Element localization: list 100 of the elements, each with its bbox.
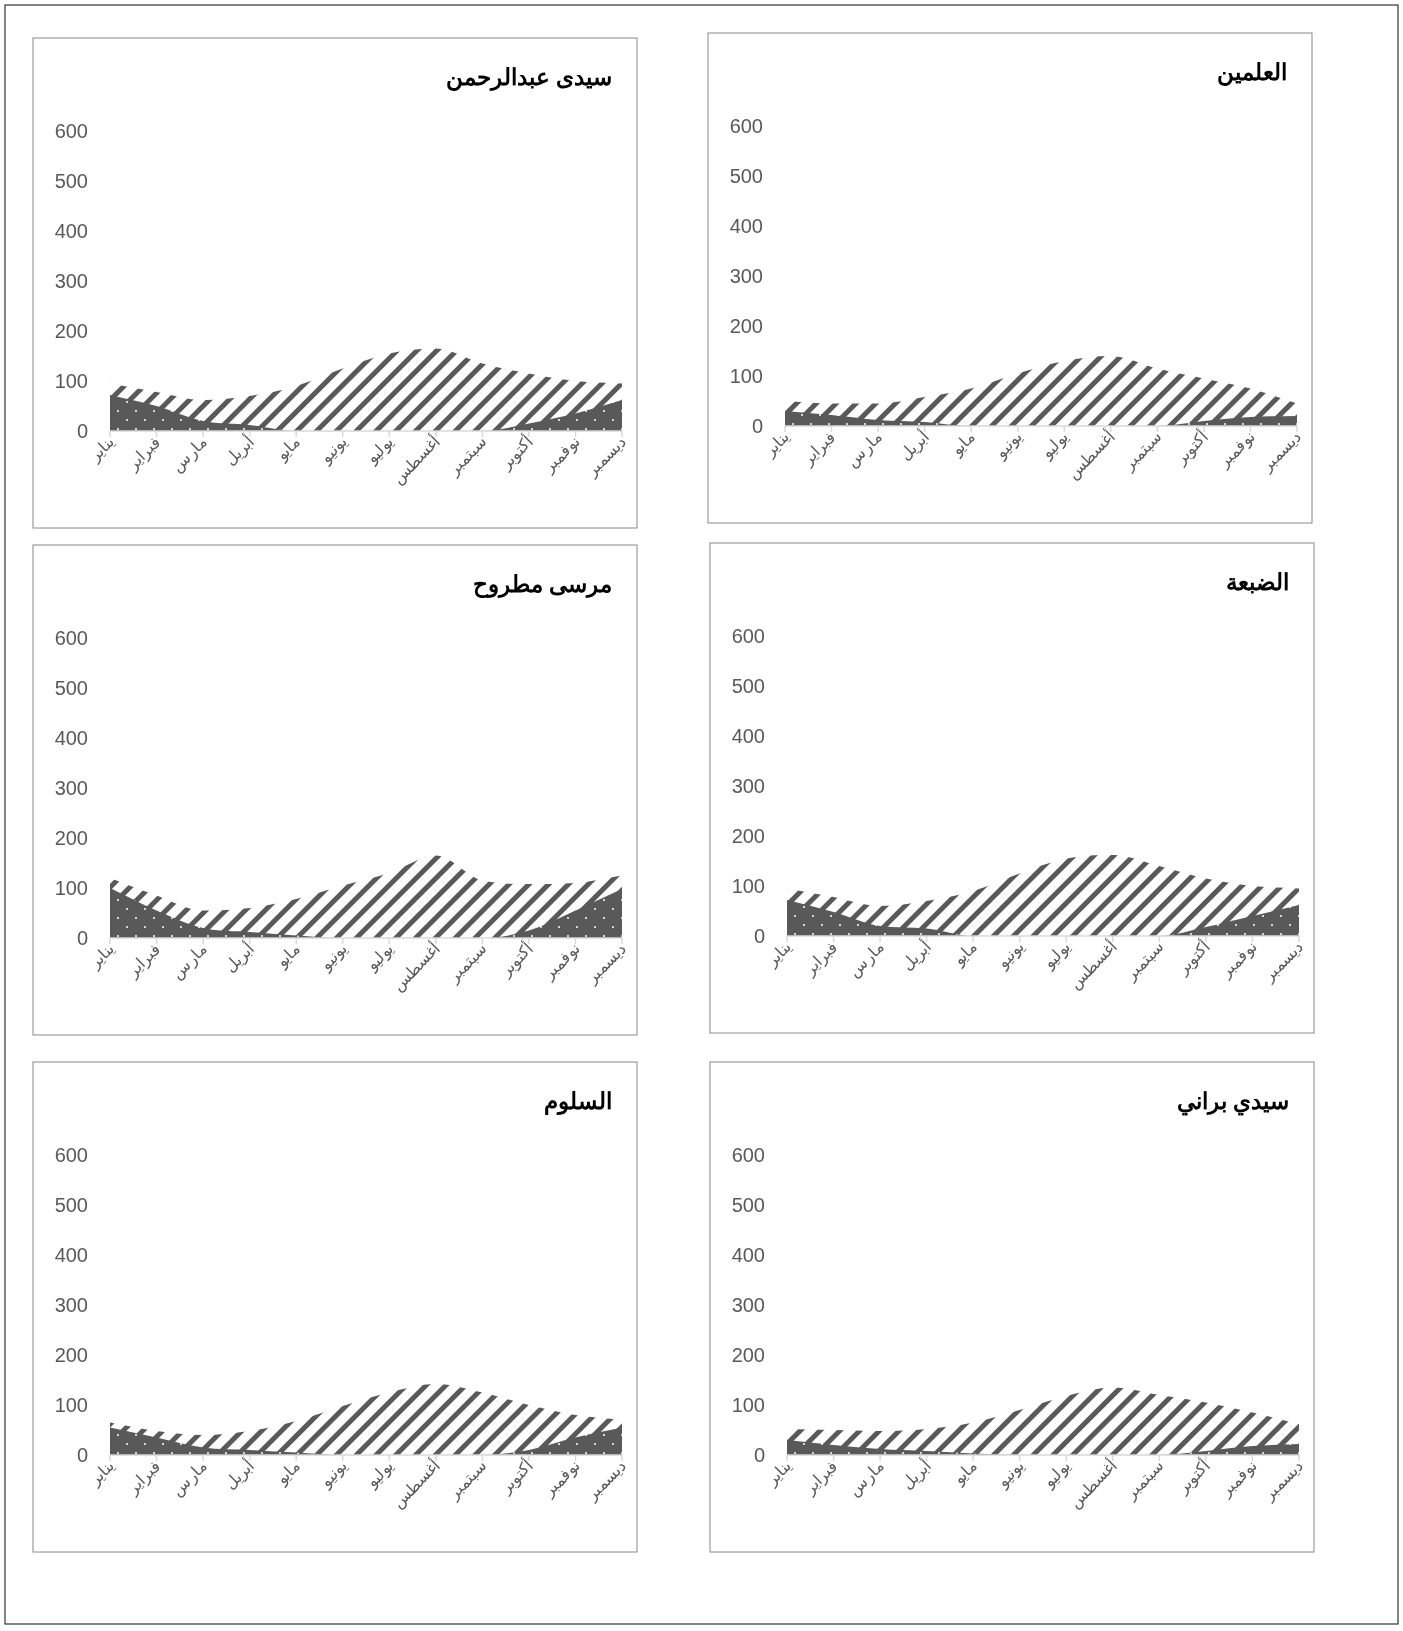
- y-tick-label: 0: [76, 1444, 88, 1466]
- y-tick-label: 300: [54, 1294, 88, 1316]
- x-tick-label: نوفمبر: [539, 1457, 584, 1501]
- y-tick-label: 500: [54, 677, 88, 699]
- x-tick-label: أبريل: [894, 426, 933, 465]
- x-tick-label: أبريل: [219, 1455, 258, 1494]
- x-tick-label: سبتمبر: [444, 433, 491, 480]
- y-tick-label: 100: [54, 370, 88, 392]
- y-tick-label: 400: [731, 725, 765, 747]
- x-tick-label: سبتمبر: [444, 1457, 491, 1504]
- x-tick-label: ديسمبر: [582, 1457, 630, 1505]
- x-tick-label: يونيو: [316, 1457, 351, 1492]
- x-tick-label: نوفمبر: [1214, 428, 1259, 472]
- x-tick-label: مايو: [949, 938, 982, 970]
- x-tick-label: يوليو: [1037, 428, 1073, 463]
- x-tick-label: مايو: [272, 433, 305, 465]
- x-tick-label: ديسمبر: [1259, 1457, 1307, 1505]
- x-tick-label: نوفمبر: [539, 433, 584, 477]
- x-tick-label: مايو: [947, 428, 980, 460]
- x-tick-label: سبتمبر: [1119, 428, 1166, 475]
- y-tick-label: 100: [731, 875, 765, 897]
- y-tick-label: 200: [729, 315, 763, 337]
- x-tick-label: يوليو: [362, 940, 398, 975]
- y-tick-label: 300: [731, 1294, 765, 1316]
- x-tick-label: فبراير: [800, 1457, 842, 1499]
- x-tick-label: نوفمبر: [539, 940, 584, 984]
- y-tick-label: 100: [729, 365, 763, 387]
- x-tick-label: يوليو: [362, 433, 398, 468]
- y-tick-label: 200: [54, 1344, 88, 1366]
- x-tick-label: ديسمبر: [582, 433, 630, 481]
- y-tick-label: 0: [753, 925, 765, 947]
- x-tick-label: أبريل: [896, 936, 935, 975]
- y-tick-label: 500: [54, 170, 88, 192]
- y-tick-label: 0: [76, 420, 88, 442]
- x-tick-label: أبريل: [219, 431, 258, 470]
- x-tick-label: ديسمبر: [582, 940, 630, 988]
- x-tick-label: أكتوبر: [1172, 1455, 1214, 1498]
- x-tick-label: أبريل: [896, 1455, 935, 1494]
- y-tick-label: 0: [753, 1444, 765, 1466]
- x-tick-label: أكتوبر: [495, 431, 537, 474]
- x-tick-label: سبتمبر: [1121, 938, 1168, 985]
- x-tick-label: يوليو: [362, 1457, 398, 1492]
- y-tick-label: 400: [54, 220, 88, 242]
- x-tick-label: مارس: [845, 1457, 888, 1500]
- x-tick-label: يونيو: [316, 940, 351, 975]
- y-tick-label: 300: [54, 270, 88, 292]
- y-tick-label: 500: [731, 1194, 765, 1216]
- chart-title: سيدى عبدالرحمن: [445, 64, 612, 92]
- x-tick-label: فبراير: [800, 938, 842, 980]
- y-tick-label: 500: [731, 675, 765, 697]
- x-tick-label: فبراير: [798, 428, 840, 470]
- x-tick-label: مارس: [843, 428, 886, 471]
- y-tick-label: 300: [54, 777, 88, 799]
- x-tick-label: مايو: [272, 1457, 305, 1489]
- chart-title: السلوم: [544, 1088, 612, 1116]
- x-tick-label: فبراير: [123, 1457, 165, 1499]
- x-tick-label: ديسمبر: [1259, 938, 1307, 986]
- x-tick-label: نوفمبر: [1216, 938, 1261, 982]
- x-tick-label: يوليو: [1039, 938, 1075, 973]
- y-tick-label: 100: [731, 1394, 765, 1416]
- chart-title: العلمين: [1217, 59, 1287, 87]
- chart-title: سيدي براني: [1176, 1088, 1289, 1116]
- chart-title: مرسى مطروح: [472, 571, 612, 599]
- y-tick-label: 200: [54, 827, 88, 849]
- y-tick-label: 400: [729, 215, 763, 237]
- y-tick-label: 400: [54, 727, 88, 749]
- y-tick-label: 600: [729, 115, 763, 137]
- x-tick-label: مارس: [168, 940, 211, 983]
- y-tick-label: 300: [729, 265, 763, 287]
- y-tick-label: 600: [54, 1144, 88, 1166]
- y-tick-label: 600: [731, 625, 765, 647]
- y-tick-label: 400: [731, 1244, 765, 1266]
- x-tick-label: فبراير: [123, 433, 165, 475]
- x-tick-label: مارس: [168, 1457, 211, 1500]
- y-tick-label: 600: [54, 120, 88, 142]
- x-tick-label: نوفمبر: [1216, 1457, 1261, 1501]
- y-tick-label: 300: [731, 775, 765, 797]
- y-tick-label: 400: [54, 1244, 88, 1266]
- x-tick-label: ديسمبر: [1257, 428, 1305, 476]
- x-tick-label: أبريل: [219, 938, 258, 977]
- x-tick-label: سبتمبر: [444, 940, 491, 987]
- x-tick-label: مايو: [949, 1457, 982, 1489]
- x-tick-label: أكتوبر: [1172, 936, 1214, 979]
- y-tick-label: 100: [54, 1394, 88, 1416]
- y-tick-label: 0: [76, 927, 88, 949]
- x-tick-label: سبتمبر: [1121, 1457, 1168, 1504]
- x-tick-label: أكتوبر: [495, 938, 537, 981]
- x-tick-label: أكتوبر: [495, 1455, 537, 1498]
- y-tick-label: 200: [731, 825, 765, 847]
- x-tick-label: فبراير: [123, 940, 165, 982]
- chart-title: الضبعة: [1226, 569, 1289, 595]
- y-tick-label: 200: [731, 1344, 765, 1366]
- x-tick-label: يونيو: [316, 433, 351, 468]
- y-tick-label: 100: [54, 877, 88, 899]
- x-tick-label: أكتوبر: [1170, 426, 1212, 469]
- x-tick-label: يونيو: [993, 1457, 1028, 1492]
- y-tick-label: 600: [731, 1144, 765, 1166]
- x-tick-label: يونيو: [991, 428, 1026, 463]
- x-tick-label: يونيو: [993, 938, 1028, 973]
- x-tick-label: مارس: [845, 938, 888, 981]
